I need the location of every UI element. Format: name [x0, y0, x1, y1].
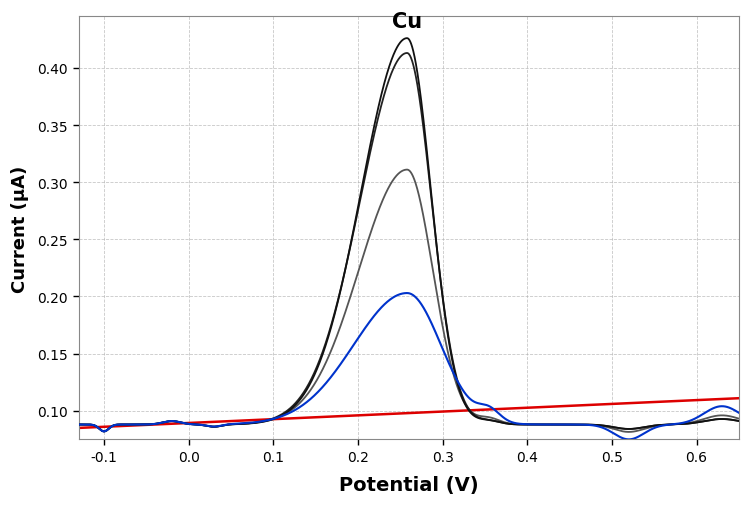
Y-axis label: Current (μA): Current (μA)	[11, 165, 29, 292]
Text: Cu: Cu	[392, 12, 422, 32]
X-axis label: Potential (V): Potential (V)	[339, 475, 478, 494]
